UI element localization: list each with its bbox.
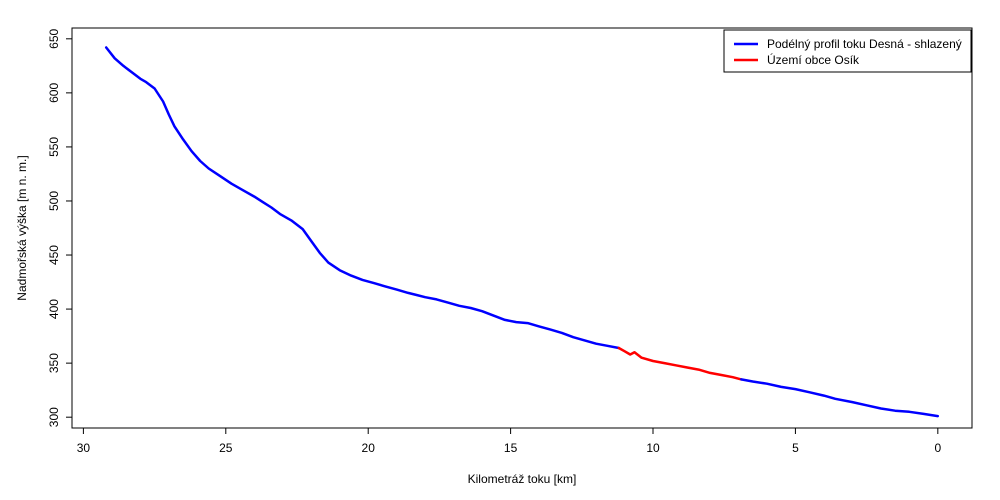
x-tick-label: 15 bbox=[504, 441, 518, 455]
x-tick-label: 5 bbox=[792, 441, 799, 455]
series-line-0 bbox=[104, 46, 621, 350]
x-tick-label: 10 bbox=[646, 441, 660, 455]
y-tick-label: 600 bbox=[47, 83, 61, 103]
y-tick-label: 350 bbox=[47, 353, 61, 373]
legend-label-osik: Území obce Osík bbox=[767, 52, 860, 67]
x-tick-label: 0 bbox=[934, 441, 941, 455]
y-tick-label: 550 bbox=[47, 137, 61, 157]
legend-box bbox=[723, 29, 972, 73]
y-tick-label: 450 bbox=[47, 245, 61, 265]
plot-frame bbox=[71, 27, 973, 429]
x-tick-label: 25 bbox=[219, 441, 233, 455]
x-tick-label: 20 bbox=[362, 441, 376, 455]
y-tick-label: 650 bbox=[47, 28, 61, 48]
x-axis: 30 25 20 15 10 5 0 bbox=[77, 428, 941, 455]
series-line-2 bbox=[740, 378, 940, 418]
y-tick-label: 400 bbox=[47, 299, 61, 319]
y-tick-label: 300 bbox=[47, 407, 61, 427]
legend-label-profile: Podélný profil toku Desná - shlazený bbox=[767, 37, 962, 51]
y-axis: 300 350 400 450 500 550 600 650 bbox=[47, 28, 72, 427]
series-line-1 bbox=[617, 346, 743, 381]
y-tick-label: 500 bbox=[47, 191, 61, 211]
y-axis-label: Nadmořská výška [m n. m.] bbox=[15, 155, 29, 300]
legend: Podélný profil toku Desná - shlazený Úze… bbox=[723, 29, 972, 73]
x-axis-label: Kilometráž toku [km] bbox=[468, 472, 577, 486]
series-layer bbox=[104, 46, 940, 418]
x-tick-label: 30 bbox=[77, 441, 91, 455]
